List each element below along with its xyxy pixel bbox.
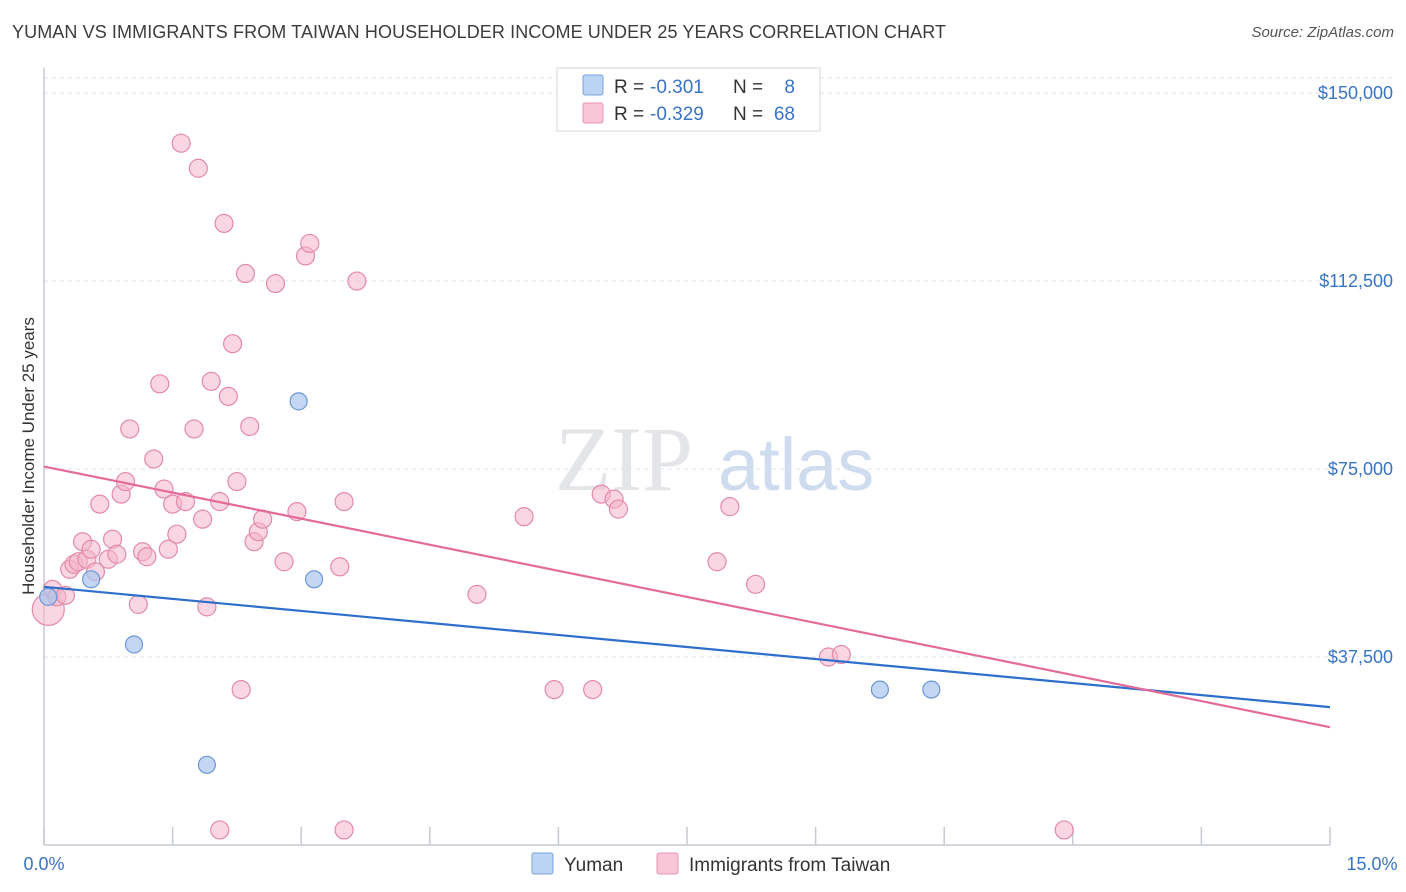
series-legend-label-yuman: Yuman — [564, 855, 623, 876]
point-taiwan — [171, 133, 191, 153]
x-ticks — [43, 827, 1331, 845]
point-taiwan — [214, 213, 234, 233]
point-taiwan — [231, 679, 251, 700]
y-tick-label: $112,500 — [1319, 271, 1393, 291]
legend-swatch-taiwan — [582, 102, 604, 124]
legend-swatch-yuman — [582, 74, 604, 96]
point-taiwan — [583, 679, 603, 700]
point-taiwan — [150, 374, 170, 394]
point-taiwan — [201, 371, 221, 391]
series-taiwan-points — [31, 133, 1074, 840]
point-taiwan — [193, 509, 213, 529]
point-taiwan — [274, 552, 294, 572]
legend-n-label-1: N = — [733, 77, 763, 98]
point-taiwan — [544, 679, 564, 700]
series-legend: Yuman Immigrants from Taiwan — [531, 852, 890, 876]
point-taiwan — [745, 574, 766, 594]
legend-n-label-2: N = — [733, 104, 763, 125]
point-taiwan — [347, 271, 367, 291]
point-yuman — [39, 587, 58, 606]
point-taiwan — [300, 233, 320, 254]
point-taiwan — [235, 263, 256, 284]
legend-r-value-1: -0.301 — [650, 77, 704, 98]
point-taiwan — [265, 273, 286, 294]
point-taiwan — [90, 494, 110, 514]
point-taiwan — [467, 584, 487, 604]
point-taiwan — [720, 497, 740, 517]
trend-lines — [43, 465, 1331, 729]
point-yuman — [304, 570, 324, 589]
point-taiwan — [707, 552, 727, 572]
chart-title: YUMAN VS IMMIGRANTS FROM TAIWAN HOUSEHOL… — [12, 22, 947, 42]
point-taiwan — [831, 644, 851, 665]
y-tick-label: $75,000 — [1328, 459, 1393, 479]
legend-n-value-2: 68 — [774, 104, 795, 125]
point-taiwan — [1054, 820, 1074, 840]
point-taiwan — [334, 820, 354, 840]
point-taiwan — [188, 158, 208, 178]
point-taiwan — [137, 547, 157, 567]
point-yuman — [289, 392, 308, 411]
y-tick-labels: $37,500 $75,000 $112,500 $150,000 — [1318, 83, 1393, 667]
series-legend-swatch-yuman — [531, 852, 554, 875]
point-taiwan — [120, 419, 140, 439]
legend-n-value-1: 8 — [784, 77, 795, 98]
point-taiwan — [144, 449, 164, 469]
trend-line-yuman — [43, 585, 1331, 709]
point-taiwan — [334, 492, 354, 512]
point-taiwan — [608, 499, 629, 519]
x-tick-label-max: 15.0% — [1346, 854, 1397, 874]
y-tick-label: $37,500 — [1328, 647, 1393, 667]
series-legend-label-taiwan: Immigrants from Taiwan — [689, 855, 890, 876]
source-label: Source: ZipAtlas.com — [1251, 24, 1394, 41]
point-yuman — [197, 755, 216, 774]
point-yuman — [82, 570, 101, 589]
point-yuman — [124, 635, 144, 654]
point-yuman — [922, 680, 941, 699]
point-taiwan — [184, 419, 204, 439]
point-taiwan — [158, 539, 178, 559]
point-taiwan — [223, 334, 243, 354]
point-taiwan — [81, 539, 101, 559]
point-taiwan — [128, 594, 148, 614]
y-axis-label: Householder Income Under 25 years — [19, 317, 38, 595]
series-yuman-points — [39, 392, 941, 774]
legend-r-label-1: R = — [614, 77, 644, 98]
watermark-atlas: atlas — [718, 423, 874, 506]
point-taiwan — [210, 820, 230, 840]
point-taiwan — [107, 544, 127, 564]
y-tick-label: $150,000 — [1318, 83, 1393, 103]
watermark: ZIP atlas — [555, 408, 874, 510]
point-yuman — [870, 680, 890, 699]
series-legend-swatch-taiwan — [656, 852, 679, 875]
point-taiwan — [218, 386, 238, 406]
point-taiwan — [227, 471, 247, 492]
legend-r-value-2: -0.329 — [650, 104, 704, 125]
legend-r-label-2: R = — [614, 104, 644, 125]
trend-line-taiwan — [43, 465, 1331, 729]
x-tick-label-min: 0.0% — [23, 854, 64, 874]
point-taiwan — [167, 524, 187, 544]
point-taiwan — [330, 557, 350, 577]
stats-legend: R = -0.301 N = 8 R = -0.329 N = 68 — [556, 67, 821, 132]
watermark-zip: ZIP — [555, 408, 693, 510]
point-taiwan — [514, 507, 534, 527]
point-taiwan — [240, 416, 260, 437]
